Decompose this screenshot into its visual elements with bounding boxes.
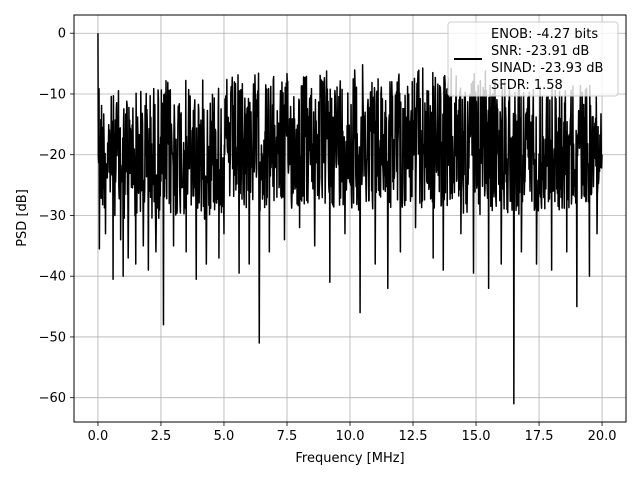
y-tick-label: −50 [39, 330, 66, 345]
legend-entry-snr: SNR: -23.91 dB [491, 44, 589, 59]
legend-entry-sinad: SINAD: -23.93 dB [491, 61, 603, 76]
x-tick-label: 20.0 [588, 429, 617, 444]
y-tick-label: −30 [39, 209, 66, 224]
x-tick-label: 15.0 [462, 429, 491, 444]
x-tick-label: 2.5 [151, 429, 172, 444]
x-tick-label: 12.5 [399, 429, 428, 444]
x-tick-label: 7.5 [277, 429, 298, 444]
y-tick-label: −60 [39, 391, 66, 406]
x-tick-label: 0.0 [88, 429, 109, 444]
x-tick-label: 5.0 [214, 429, 235, 444]
plot-area [97, 33, 603, 405]
y-axis-label: PSD [dB] [15, 189, 30, 247]
y-tick-label: −40 [39, 270, 66, 285]
legend-entry-enob: ENOB: -4.27 bits [491, 27, 598, 42]
legend-box [447, 21, 619, 97]
y-tick-label: −20 [39, 148, 66, 163]
psd-series-line [97, 33, 603, 405]
legend: ENOB: -4.27 bits SNR: -23.91 dB SINAD: -… [447, 21, 619, 97]
x-tick-label: 10.0 [336, 429, 365, 444]
y-tick-label: 0 [58, 27, 66, 42]
legend-entry-sfdr: SFDR: 1.58 [491, 78, 563, 93]
x-axis: 0.0 2.5 5.0 7.5 10.0 12.5 15.0 17.5 20.0 [88, 422, 617, 444]
x-tick-label: 17.5 [525, 429, 554, 444]
y-tick-label: −10 [39, 87, 66, 102]
x-axis-label: Frequency [MHz] [295, 451, 404, 466]
y-axis: 0 −10 −20 −30 −40 −50 −60 [39, 27, 74, 406]
